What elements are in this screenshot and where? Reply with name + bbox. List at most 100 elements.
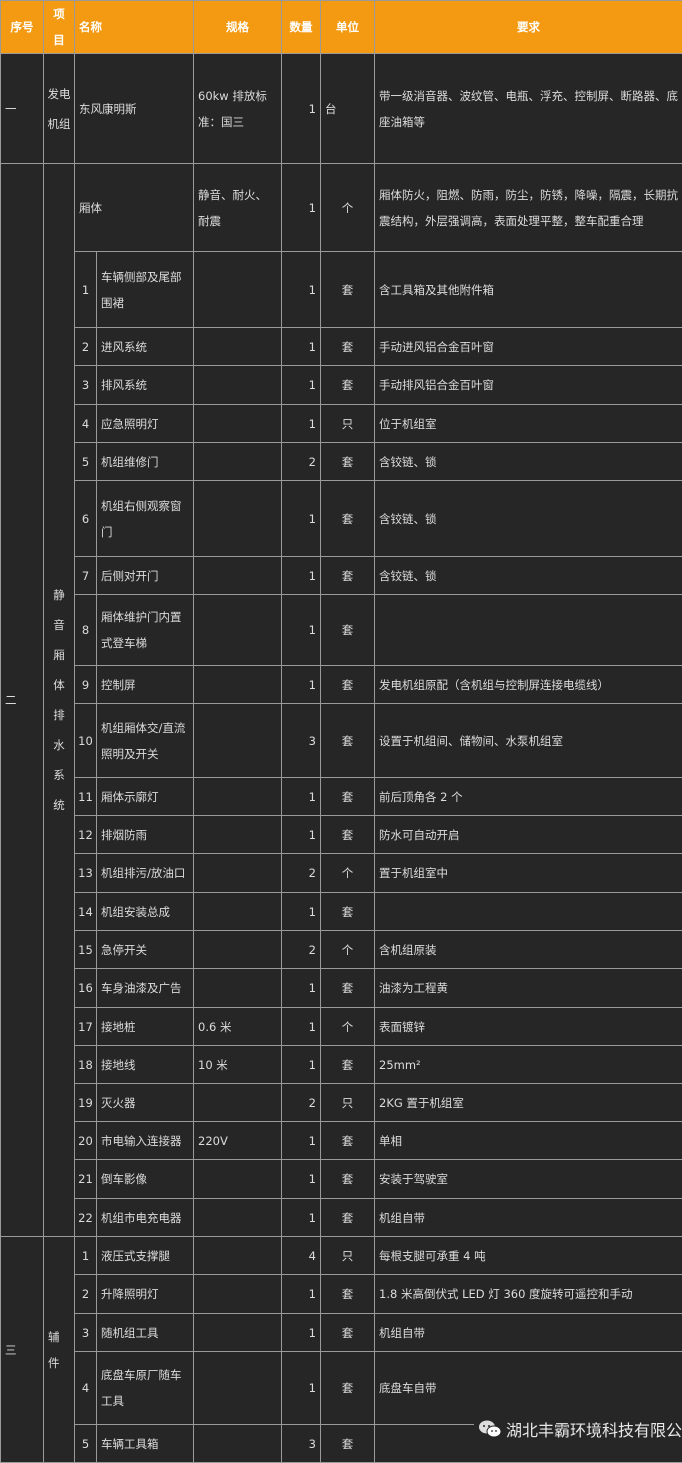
item-spec [194, 405, 282, 443]
item-spec [194, 1352, 282, 1425]
item-qty: 3 [282, 704, 321, 778]
item-spec: 220V [194, 1122, 282, 1160]
sub-no: 4 [75, 1352, 97, 1425]
item-unit: 套 [321, 704, 375, 778]
sub-no: 9 [75, 666, 97, 704]
item-name: 随机组工具 [97, 1314, 194, 1352]
sub-no: 14 [75, 893, 97, 931]
item-unit: 套 [321, 557, 375, 595]
section-item: 发电机组 [44, 54, 75, 164]
item-name: 急停开关 [97, 931, 194, 969]
item-spec [194, 557, 282, 595]
item-spec [194, 931, 282, 969]
header-req: 要求 [375, 1, 682, 54]
item-spec [194, 443, 282, 481]
item-spec [194, 252, 282, 328]
item-spec [194, 666, 282, 704]
item-req: 单相 [375, 1122, 682, 1160]
item-req: 前后顶角各 2 个 [375, 778, 682, 816]
item-spec [194, 1160, 282, 1199]
item-name: 机组安装总成 [97, 893, 194, 931]
item-unit: 只 [321, 1237, 375, 1275]
sub-no: 15 [75, 931, 97, 969]
item-name: 进风系统 [97, 328, 194, 366]
sub-no: 11 [75, 778, 97, 816]
item-unit: 个 [321, 164, 375, 252]
item-req: 含铰链、锁 [375, 557, 682, 595]
item-name: 车身油漆及广告 [97, 969, 194, 1008]
item-unit: 套 [321, 328, 375, 366]
item-spec [194, 328, 282, 366]
item-unit: 套 [321, 1199, 375, 1237]
item-spec [194, 969, 282, 1008]
sub-no: 7 [75, 557, 97, 595]
item-spec [194, 893, 282, 931]
item-unit: 套 [321, 666, 375, 704]
item-unit: 个 [321, 1008, 375, 1046]
section-item: 静音厢体排水系统 [44, 164, 75, 1237]
item-req [375, 595, 682, 666]
item-qty: 1 [282, 1352, 321, 1425]
item-spec: 静音、耐火、耐震 [194, 164, 282, 252]
item-unit: 套 [321, 252, 375, 328]
item-qty: 1 [282, 405, 321, 443]
item-name: 机组市电充电器 [97, 1199, 194, 1237]
item-spec [194, 366, 282, 405]
item-name: 东风康明斯 [75, 54, 194, 164]
sub-no: 18 [75, 1046, 97, 1084]
item-unit: 台 [321, 54, 375, 164]
item-unit: 套 [321, 1425, 375, 1463]
item-unit: 套 [321, 1160, 375, 1199]
section-no: 一 [1, 54, 44, 164]
item-unit: 只 [321, 405, 375, 443]
wechat-icon [478, 1419, 502, 1439]
item-qty: 1 [282, 666, 321, 704]
item-req: 含机组原装 [375, 931, 682, 969]
item-qty: 1 [282, 481, 321, 557]
item-req: 安装于驾驶室 [375, 1160, 682, 1199]
item-qty: 1 [282, 328, 321, 366]
item-req: 表面镀锌 [375, 1008, 682, 1046]
item-name: 厢体维护门内置式登车梯 [97, 595, 194, 666]
item-qty: 1 [282, 595, 321, 666]
item-spec [194, 595, 282, 666]
item-spec [194, 778, 282, 816]
item-name: 倒车影像 [97, 1160, 194, 1199]
item-qty: 1 [282, 1160, 321, 1199]
item-unit: 套 [321, 595, 375, 666]
item-spec [194, 704, 282, 778]
item-qty: 1 [282, 969, 321, 1008]
item-unit: 套 [321, 1314, 375, 1352]
item-qty: 2 [282, 443, 321, 481]
item-qty: 1 [282, 164, 321, 252]
item-qty: 1 [282, 778, 321, 816]
item-unit: 套 [321, 1122, 375, 1160]
item-qty: 1 [282, 366, 321, 405]
item-name: 灭火器 [97, 1084, 194, 1122]
watermark: 湖北丰霸环境科技有限公 [474, 1417, 682, 1441]
item-qty: 1 [282, 1008, 321, 1046]
item-req: 带一级消音器、波纹管、电瓶、浮充、控制屏、断路器、底座油箱等 [375, 54, 682, 164]
sub-no: 8 [75, 595, 97, 666]
item-unit: 个 [321, 854, 375, 893]
header-unit: 单位 [321, 1, 375, 54]
sub-no: 2 [75, 1275, 97, 1314]
item-name: 后侧对开门 [97, 557, 194, 595]
header-spec: 规格 [194, 1, 282, 54]
item-name: 机组维修门 [97, 443, 194, 481]
item-qty: 1 [282, 1314, 321, 1352]
item-spec [194, 1237, 282, 1275]
